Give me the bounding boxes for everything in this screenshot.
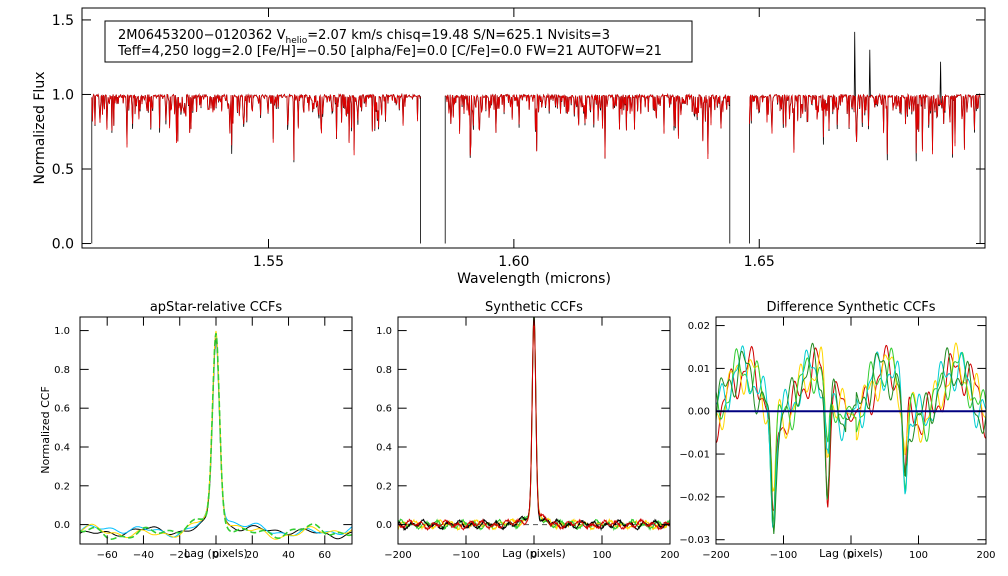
- info-box-frame: [104, 20, 693, 63]
- synthetic-ccf-xtick-label: 100: [592, 550, 611, 561]
- spectrum-model-chip-3: [749, 93, 981, 155]
- info-star-id: 2M06453200−0120362 V: [118, 28, 286, 43]
- difference-ccf-series-5: [716, 342, 986, 535]
- synthetic-ccf-series-4: [398, 317, 670, 532]
- synthetic-ccf-panel: Synthetic CCFs −200 −100 0 100 200 0.0 0.2 0.4 0…: [376, 300, 679, 561]
- apstar-ccf-xtick-label: 0: [213, 550, 219, 561]
- difference-ccf-series-1: [716, 344, 986, 512]
- apstar-ccf-ytick-label: 0.2: [54, 481, 70, 492]
- synthetic-ccf-series-1: [398, 317, 670, 532]
- apstar-ccf-xtick-label: 20: [246, 550, 259, 561]
- apstar-ccf-panel: apStar-relative CCFs −60 −40 −20 0 20 40 60 0.0…: [39, 300, 353, 561]
- spectrum-observed-chip-1: [91, 92, 421, 244]
- apstar-ccf-xtick-label: −60: [97, 550, 118, 561]
- apstar-ccf-xlabel: Lag (pixels): [184, 547, 248, 560]
- synthetic-ccf-xtick-label: −200: [384, 550, 411, 561]
- info-stats: =2.07 km/s chisq=19.48 S/N=625.1 Nvisits…: [307, 28, 610, 43]
- spectrum-model-chip-1: [91, 92, 421, 161]
- difference-ccf-ytick-label: 0.00: [688, 407, 710, 418]
- spectrum-tick-labels: 1.55 1.60 1.65 0.0 0.5 1.0 1.5: [52, 13, 775, 270]
- apstar-ccf-frame: [79, 316, 353, 545]
- difference-ccf-panel: Difference Synthetic CCFs −200 −100 0 100 20…: [679, 300, 995, 561]
- difference-ccf-xtick-label: −200: [702, 550, 729, 561]
- difference-ccf-series-4: [716, 345, 986, 532]
- apstar-ccf-series-4: [80, 333, 352, 540]
- spectrum-frame: [81, 7, 986, 249]
- synthetic-ccf-series-2: [398, 317, 670, 532]
- difference-ccf-ytick-label: −0.03: [679, 535, 710, 546]
- spectrum-xtick-label: 1.55: [253, 254, 284, 270]
- apstar-ccf-ticks: [80, 317, 352, 544]
- difference-ccf-series-3: [716, 347, 986, 527]
- apstar-ccf-tick-labels: −60 −40 −20 0 20 40 60 0.0 0.2 0.4 0.6 0.8 1.0: [54, 326, 331, 561]
- info-vhelio-subscript: helio: [285, 36, 307, 46]
- synthetic-ccf-xtick-label: 0: [531, 550, 537, 561]
- synthetic-ccf-ytick-label: 0.8: [376, 365, 392, 376]
- synthetic-ccf-tick-labels: −200 −100 0 100 200 0.0 0.2 0.4 0.6 0.8 1.0: [376, 326, 679, 561]
- apstar-ccf-series-1: [80, 338, 352, 540]
- apstar-ccf-title: apStar-relative CCFs: [150, 300, 283, 315]
- spectrum-ytick-label: 0.0: [52, 236, 74, 252]
- apstar-ccf-ytick-label: 1.0: [54, 326, 70, 337]
- synthetic-ccf-plot-area: [398, 317, 670, 532]
- info-line-2: Teff=4,250 logg=2.0 [Fe/H]=−0.50 [alpha/…: [117, 44, 662, 59]
- spectrum-panel: 1.55 1.60 1.65 0.0 0.5 1.0 1.5 Wavelength (mic…: [32, 7, 986, 287]
- synthetic-ccf-title: Synthetic CCFs: [485, 300, 583, 315]
- spectrum-ytick-label: 1.5: [52, 13, 74, 29]
- apstar-ccf-series-2: [80, 332, 352, 538]
- info-line-1: 2M06453200−0120362 Vhelio=2.07 km/s chis…: [118, 28, 610, 46]
- difference-ccf-plot-area: [716, 342, 986, 535]
- spectrum-xtick-label: 1.65: [744, 254, 775, 270]
- synthetic-ccf-xtick-label: −100: [452, 550, 479, 561]
- spectrum-plot-area: [91, 31, 981, 244]
- synthetic-ccf-series-3: [398, 317, 670, 532]
- synthetic-ccf-ytick-label: 0.4: [376, 442, 392, 453]
- difference-ccf-series-2: [716, 342, 986, 492]
- difference-ccf-xtick-label: −100: [770, 550, 797, 561]
- spectrum-xlabel: Wavelength (microns): [457, 271, 611, 287]
- difference-ccf-xlabel: Lag (pixels): [819, 547, 883, 560]
- synthetic-ccf-ytick-label: 1.0: [376, 326, 392, 337]
- spectrum-observed-chip-2: [444, 92, 731, 244]
- spectrum-ticks: [82, 8, 985, 248]
- apstar-ccf-xtick-label: 60: [318, 550, 331, 561]
- apstar-ccf-xtick-label: −40: [133, 550, 154, 561]
- difference-ccf-ytick-label: −0.02: [679, 492, 710, 503]
- synthetic-ccf-frame: [397, 316, 671, 545]
- apstar-ccf-series-3: [80, 330, 352, 540]
- spectrum-ylabel: Normalized Flux: [32, 72, 48, 185]
- difference-ccf-title: Difference Synthetic CCFs: [766, 300, 935, 315]
- difference-ccf-xtick-label: 200: [976, 550, 995, 561]
- apstar-ccf-plot-area: [80, 330, 352, 540]
- synthetic-ccf-ytick-label: 0.2: [376, 481, 392, 492]
- spectrum-ytick-label: 1.0: [52, 87, 74, 103]
- difference-ccf-ticks: [715, 317, 987, 544]
- spectrum-model-chip-2: [445, 92, 731, 160]
- synthetic-ccf-xlabel: Lag (pixels): [502, 547, 566, 560]
- spectrum-info-box: 2M06453200−0120362 Vhelio=2.07 km/s chis…: [104, 20, 693, 63]
- synthetic-ccf-ytick-label: 0.6: [376, 404, 392, 415]
- apstar-ccf-xtick-label: 40: [282, 550, 295, 561]
- spectrum-xtick-label: 1.60: [498, 254, 529, 270]
- difference-ccf-tick-labels: −200 −100 0 100 200 −0.03 −0.02 −0.01 0.00 0.01 0.…: [679, 321, 995, 561]
- spectrum-ytick-label: 0.5: [52, 162, 74, 178]
- difference-ccf-xtick-label: 0: [848, 550, 854, 561]
- apstar-ccf-ytick-label: 0.8: [54, 365, 70, 376]
- apstar-ccf-ytick-label: 0.0: [54, 520, 70, 531]
- apstar-ccf-ytick-label: 0.4: [54, 442, 70, 453]
- difference-ccf-ytick-label: 0.02: [688, 321, 710, 332]
- synthetic-ccf-ticks: [397, 317, 671, 544]
- synthetic-ccf-xtick-label: 200: [660, 550, 679, 561]
- spectrum-observed-chip-3: [749, 31, 981, 244]
- apstar-ccf-ytick-label: 0.6: [54, 404, 70, 415]
- difference-ccf-ytick-label: −0.01: [679, 450, 710, 461]
- difference-ccf-ytick-label: 0.01: [688, 364, 710, 375]
- apstar-ccf-ylabel: Normalized CCF: [39, 386, 52, 474]
- difference-ccf-xtick-label: 100: [909, 550, 928, 561]
- synthetic-ccf-ytick-label: 0.0: [376, 520, 392, 531]
- apstar-ccf-xtick-label: −20: [169, 550, 190, 561]
